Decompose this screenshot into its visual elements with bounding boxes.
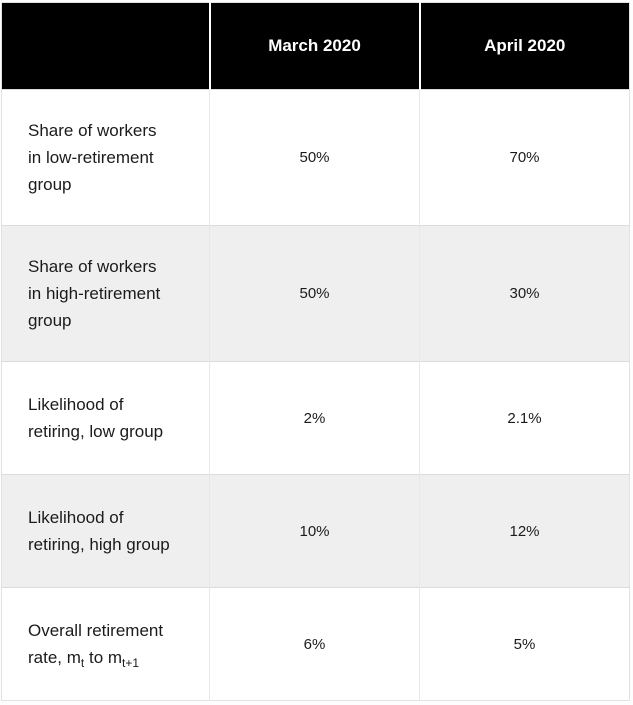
value-april: 70% <box>419 89 630 226</box>
header-april-2020: April 2020 <box>418 2 630 90</box>
label-text: to m <box>84 648 123 667</box>
table-row-share-high: Share of workers in high-retirement grou… <box>1 225 630 362</box>
table-header: March 2020 April 2020 <box>1 2 630 90</box>
value-march: 10% <box>209 474 420 588</box>
subscript-t-plus-1: t+1 <box>122 656 140 670</box>
header-row: March 2020 April 2020 <box>1 2 630 90</box>
value-april: 2.1% <box>419 361 630 475</box>
row-label: Likelihood of retiring, low group <box>1 361 210 475</box>
header-march-2020: March 2020 <box>208 2 420 90</box>
subscript-t: t <box>80 656 85 670</box>
table-body: Share of workers in low-retirement group… <box>1 89 630 701</box>
row-label: Share of workers in low-retirement group <box>1 89 210 226</box>
row-label: Likelihood of retiring, high group <box>1 474 210 588</box>
value-march: 50% <box>209 89 420 226</box>
table-row-share-low: Share of workers in low-retirement group… <box>1 89 630 226</box>
value-april: 5% <box>419 587 630 701</box>
table-row-likelihood-high: Likelihood of retiring, high group 10% 1… <box>1 474 630 588</box>
value-march: 50% <box>209 225 420 362</box>
table-row-likelihood-low: Likelihood of retiring, low group 2% 2.1… <box>1 361 630 475</box>
value-april: 12% <box>419 474 630 588</box>
value-april: 30% <box>419 225 630 362</box>
value-march: 2% <box>209 361 420 475</box>
row-label: Overall retirement rate, mt to mt+1 <box>1 587 210 701</box>
value-march: 6% <box>209 587 420 701</box>
label-text: Overall retirement rate, m <box>28 621 164 667</box>
table-row-overall-rate: Overall retirement rate, mt to mt+1 6% 5… <box>1 587 630 701</box>
header-empty-cell <box>1 2 210 90</box>
row-label: Share of workers in high-retirement grou… <box>1 225 210 362</box>
